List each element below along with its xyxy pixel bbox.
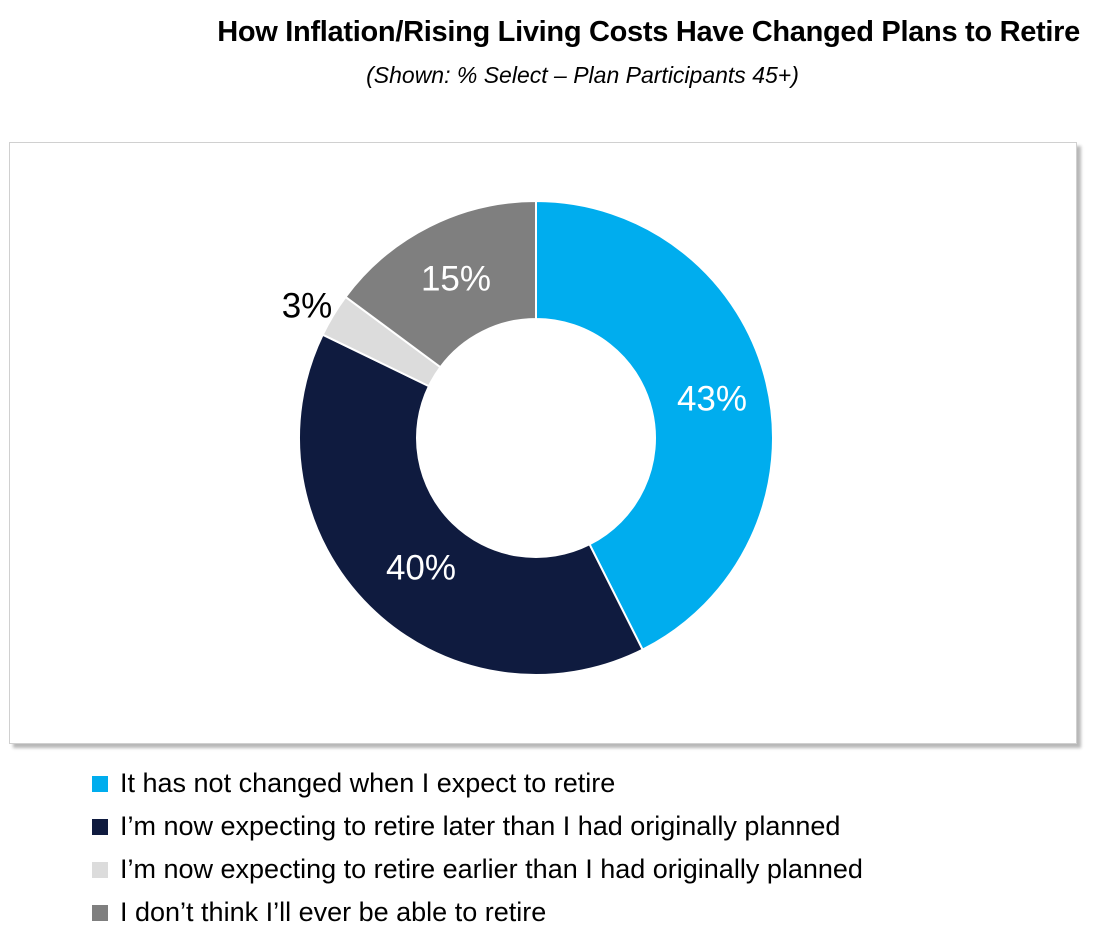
chart-legend: It has not changed when I expect to reti… [92, 762, 863, 934]
slice-value-label-1: 43% [677, 379, 747, 418]
donut-slice-1 [535, 199, 774, 652]
chart-title: How Inflation/Rising Living Costs Have C… [217, 16, 1080, 48]
legend-swatch [92, 818, 108, 835]
donut-slice-4 [344, 199, 537, 369]
slice-value-label-2: 40% [386, 548, 456, 587]
slice-value-label-3: 3% [282, 286, 333, 325]
legend-item-1: It has not changed when I expect to reti… [92, 762, 863, 805]
legend-swatch [92, 775, 108, 792]
chart-area: 43% 40% 3% 15% [9, 142, 1077, 744]
donut-slice-2 [298, 333, 644, 676]
slice-value-label-4: 15% [421, 259, 491, 298]
legend-swatch [92, 861, 108, 878]
legend-item-4: I don’t think I’ll ever be able to retir… [92, 891, 863, 934]
legend-label: I don’t think I’ll ever be able to retir… [120, 897, 547, 927]
donut-chart: 43% 40% 3% 15% [282, 199, 774, 676]
chart-subtitle: (Shown: % Select – Plan Participants 45+… [366, 62, 799, 88]
legend-label: It has not changed when I expect to reti… [120, 768, 616, 798]
legend-item-2: I’m now expecting to retire later than I… [92, 805, 863, 848]
legend-item-3: I’m now expecting to retire earlier than… [92, 848, 863, 891]
legend-label: I’m now expecting to retire earlier than… [120, 854, 863, 884]
legend-swatch [92, 904, 108, 921]
legend-label: I’m now expecting to retire later than I… [120, 811, 841, 841]
